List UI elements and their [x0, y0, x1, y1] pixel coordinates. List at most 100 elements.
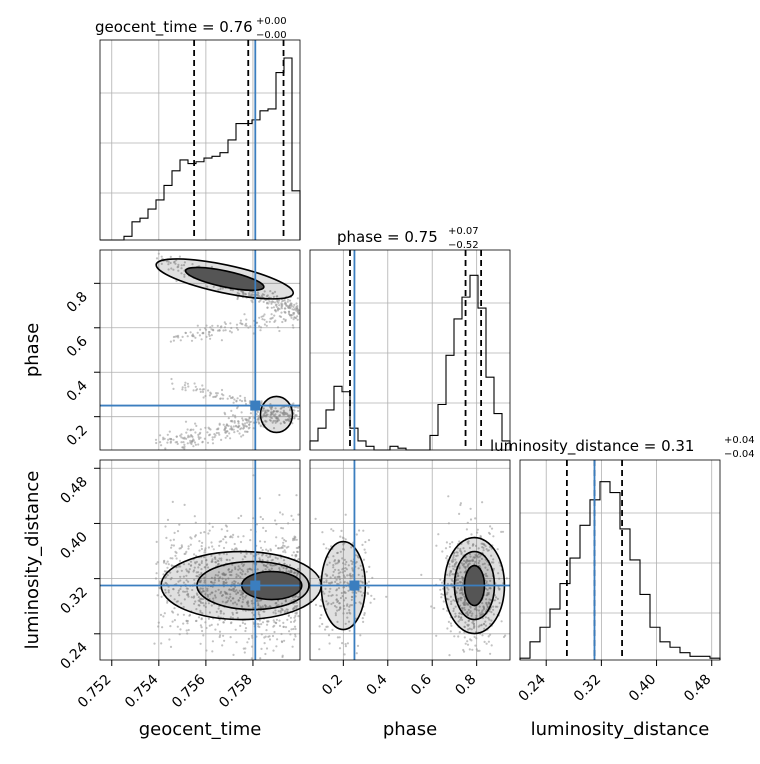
- sample-point: [266, 620, 269, 623]
- sample-point: [169, 557, 172, 560]
- sample-point: [154, 438, 158, 441]
- sample-point: [481, 602, 484, 605]
- sample-point: [336, 620, 339, 624]
- sample-point: [277, 547, 281, 550]
- sample-point: [347, 620, 351, 623]
- sample-point: [284, 626, 288, 629]
- x-axis-label-geocent-time: geocent_time: [139, 719, 262, 740]
- sample-point: [258, 300, 261, 303]
- sample-point: [247, 292, 251, 295]
- sample-point: [220, 438, 223, 441]
- sample-point: [473, 624, 476, 627]
- sample-point: [448, 542, 452, 545]
- sample-point: [243, 424, 246, 427]
- sample-point: [349, 612, 352, 615]
- sample-point: [271, 316, 274, 319]
- sample-point: [203, 437, 206, 440]
- sample-point: [246, 641, 249, 644]
- sample-point: [236, 616, 239, 620]
- sample-point: [244, 573, 247, 576]
- sample-point: [172, 339, 175, 342]
- sample-point: [261, 416, 264, 419]
- sample-point: [257, 602, 260, 605]
- sample-point: [190, 537, 193, 540]
- sample-point: [180, 436, 183, 439]
- sample-point: [209, 593, 212, 596]
- sample-point: [166, 560, 169, 563]
- sample-point: [324, 587, 327, 591]
- sample-point: [257, 604, 260, 607]
- sample-point: [285, 412, 288, 415]
- sample-point: [241, 621, 244, 625]
- sample-point: [242, 647, 245, 650]
- sample-point: [182, 563, 186, 566]
- sample-point: [486, 568, 489, 572]
- sample-point: [252, 332, 255, 335]
- sample-point: [193, 515, 196, 518]
- sample-point: [325, 581, 328, 584]
- sample-point: [272, 649, 275, 652]
- sample-point: [454, 558, 457, 561]
- sample-point: [202, 634, 205, 637]
- sample-point: [505, 577, 508, 580]
- sample-point: [341, 568, 344, 571]
- sample-point: [257, 611, 260, 614]
- sample-point: [246, 568, 249, 571]
- sample-point: [476, 649, 479, 653]
- sample-point: [459, 604, 462, 607]
- sample-point: [189, 543, 192, 546]
- sample-point: [468, 552, 472, 556]
- sample-point: [246, 601, 249, 604]
- sample-point: [230, 326, 233, 330]
- sample-point: [462, 593, 465, 596]
- sample-point: [218, 553, 221, 556]
- sample-point: [239, 319, 242, 322]
- sample-point: [241, 558, 244, 561]
- sample-point: [177, 580, 180, 583]
- sample-point: [170, 576, 173, 580]
- sample-point: [167, 589, 170, 592]
- sample-point: [331, 574, 335, 577]
- sample-point: [270, 301, 273, 304]
- sample-point: [229, 396, 233, 400]
- sample-point: [293, 303, 296, 306]
- sample-point: [214, 561, 217, 564]
- sample-point: [153, 642, 156, 645]
- sample-point: [350, 604, 354, 607]
- title-luminosity-distance-plus: +0.04: [724, 435, 755, 446]
- sample-point: [297, 567, 300, 570]
- sample-point: [236, 611, 239, 614]
- sample-point: [185, 437, 188, 440]
- sample-point: [470, 614, 473, 617]
- sample-point: [256, 568, 259, 571]
- sample-point: [330, 594, 333, 597]
- sample-point: [241, 417, 244, 420]
- sample-point: [334, 576, 337, 579]
- sample-point: [485, 602, 488, 605]
- sample-point: [241, 291, 244, 294]
- sample-point: [231, 548, 234, 551]
- sample-point: [233, 431, 236, 434]
- sample-point: [215, 610, 218, 614]
- sample-point: [274, 407, 277, 410]
- sample-point: [182, 581, 185, 584]
- sample-point: [173, 531, 176, 535]
- sample-point: [237, 591, 240, 594]
- sample-point: [231, 588, 234, 591]
- sample-point: [293, 571, 296, 574]
- sample-point: [272, 295, 276, 298]
- sample-point: [272, 625, 275, 628]
- sample-point: [288, 409, 292, 412]
- sample-point: [204, 566, 207, 569]
- sample-point: [207, 617, 210, 620]
- sample-point: [449, 595, 452, 598]
- sample-point: [276, 326, 280, 329]
- sample-point: [251, 636, 254, 639]
- sample-point: [206, 441, 210, 444]
- sample-point: [248, 423, 251, 426]
- sample-point: [337, 575, 340, 578]
- sample-point: [190, 434, 193, 437]
- sample-point: [245, 594, 248, 597]
- sample-point: [243, 396, 246, 399]
- sample-point: [184, 381, 187, 384]
